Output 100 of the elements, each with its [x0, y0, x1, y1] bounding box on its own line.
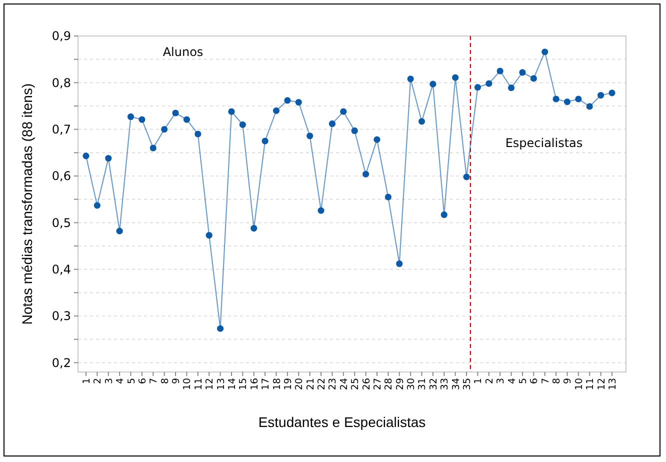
x-tick-label: 33 [440, 378, 451, 390]
x-tick-label: 27 [372, 378, 384, 390]
y-tick-label: 0,3 [52, 309, 71, 324]
y-tick-label: 0,8 [52, 76, 71, 90]
point [351, 127, 358, 134]
point [194, 130, 202, 138]
point [564, 98, 571, 106]
x-tick-label: 28 [384, 378, 395, 390]
x-tick-label: 22 [316, 378, 328, 390]
point [508, 84, 515, 92]
x-tick-label: 31 [417, 378, 428, 390]
point [586, 103, 593, 110]
point [396, 260, 403, 268]
annotation: Especialistas [505, 136, 583, 150]
point [486, 80, 492, 87]
x-tick-label: 21 [305, 378, 316, 390]
x-tick-label: 24 [338, 378, 350, 390]
point [552, 96, 560, 102]
point [318, 207, 324, 214]
x-tick-label: 13 [608, 378, 618, 390]
annotation: Alunos [162, 45, 204, 59]
x-tick-label: 26 [361, 378, 372, 390]
x-tick-label: 30 [406, 378, 418, 390]
point [474, 84, 481, 91]
x-tick-label: 5 [518, 378, 529, 384]
x-tick-label: 32 [428, 378, 440, 390]
point [116, 228, 123, 234]
x-tick-label: 1 [473, 378, 484, 384]
x-tick-label: 25 [350, 378, 362, 390]
x-tick-label: 2 [484, 378, 496, 384]
x-tick-label: 20 [294, 378, 306, 390]
point [306, 132, 314, 140]
x-tick-label: 8 [552, 378, 563, 384]
point [542, 48, 548, 56]
point [452, 74, 459, 81]
x-tick-label: 7 [148, 378, 160, 384]
y-tick-label: 0,6 [52, 169, 71, 184]
x-tick-label: 3 [104, 378, 115, 384]
x-tick-label: 9 [171, 378, 182, 384]
point [250, 224, 258, 232]
point [608, 90, 616, 96]
point [138, 116, 146, 123]
point [418, 118, 426, 125]
point [440, 211, 448, 218]
x-tick-label: 10 [182, 378, 194, 390]
x-tick-label: 8 [160, 378, 171, 384]
x-tick-label: 3 [496, 378, 507, 384]
point [239, 121, 246, 128]
x-tick-label: 34 [450, 378, 462, 390]
point [295, 98, 302, 106]
x-tick-label: 15 [238, 378, 250, 390]
x-tick-label: 19 [282, 378, 294, 390]
point [82, 152, 90, 160]
point [217, 325, 224, 332]
x-tick-label: 6 [137, 378, 148, 384]
y-tick-label: 0,4 [52, 262, 71, 277]
point [519, 69, 526, 76]
x-tick-label: 7 [540, 378, 552, 384]
point [161, 126, 168, 133]
point [284, 97, 291, 104]
point [430, 80, 436, 88]
x-tick-label: 29 [394, 378, 406, 390]
point [127, 113, 134, 120]
x-tick-label: 10 [574, 378, 585, 390]
x-tick-label: 16 [249, 378, 260, 390]
point [496, 68, 504, 74]
x-tick-label: 2 [92, 378, 104, 384]
x-tick-label: 18 [272, 378, 283, 390]
point [328, 120, 336, 128]
point [374, 136, 380, 143]
point [598, 92, 604, 99]
point [407, 76, 414, 82]
point [206, 232, 212, 239]
point [105, 154, 112, 162]
x-tick-label: 23 [328, 378, 339, 390]
point [463, 174, 470, 180]
x-tick-label: 11 [193, 378, 204, 390]
point [340, 108, 347, 115]
y-tick-label: 0,2 [52, 356, 71, 370]
point [575, 96, 582, 102]
x-tick-label: 6 [529, 378, 540, 384]
x-tick-label: 4 [115, 378, 126, 384]
point [530, 75, 537, 82]
y-tick-label: 0,5 [52, 216, 71, 230]
x-tick-label: 13 [216, 378, 227, 390]
point [384, 194, 392, 200]
y-tick-label: 0,7 [52, 122, 71, 137]
x-tick-label: 12 [204, 378, 216, 390]
point [228, 108, 235, 115]
x-axis-title: Estudantes e Especialistas [258, 414, 426, 430]
x-tick-label: 9 [562, 378, 574, 384]
x-tick-label: 14 [226, 378, 238, 390]
point [172, 110, 179, 116]
point [183, 116, 190, 123]
point [150, 144, 156, 152]
point [272, 107, 280, 114]
point [94, 202, 100, 209]
y-axis-title: Notas médias transformadas (88 itens) [19, 83, 35, 325]
x-tick-label: 5 [126, 378, 138, 384]
x-tick-label: 35 [462, 378, 474, 390]
